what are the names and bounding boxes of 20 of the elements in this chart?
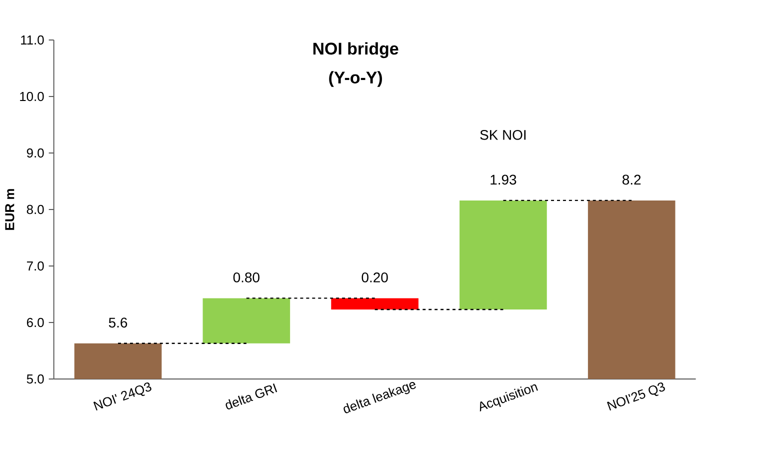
y-tick-label: 10.0 xyxy=(20,92,44,102)
data-label: 1.93 xyxy=(490,174,516,185)
x-tick-label: delta GRI xyxy=(226,383,278,410)
y-tick-label: 11.0 xyxy=(21,35,44,45)
annotation: SK NOI xyxy=(480,130,526,140)
x-tick-label: NOI'25 Q3 xyxy=(607,382,665,410)
y-tick-label: 5.0 xyxy=(26,374,44,384)
data-label: 0.80 xyxy=(233,272,260,282)
text: (Y-o-Y) xyxy=(329,71,382,87)
y-tick-label: 9.0 xyxy=(26,148,44,158)
chart-title: NOI bridge xyxy=(313,42,398,58)
x-tick-label: NOI' 24Q3 xyxy=(93,382,152,410)
y-tick-label: 7.0 xyxy=(26,261,44,271)
y-axis-title: EUR m xyxy=(5,189,14,230)
data-label: 0.20 xyxy=(362,272,388,282)
y-tick-label: 8.0 xyxy=(26,204,44,214)
x-tick-label: delta leakage xyxy=(344,382,416,414)
data-label: 8.2 xyxy=(622,174,641,185)
data-label: 5.6 xyxy=(108,318,128,328)
y-tick-label: 6.0 xyxy=(26,318,44,328)
